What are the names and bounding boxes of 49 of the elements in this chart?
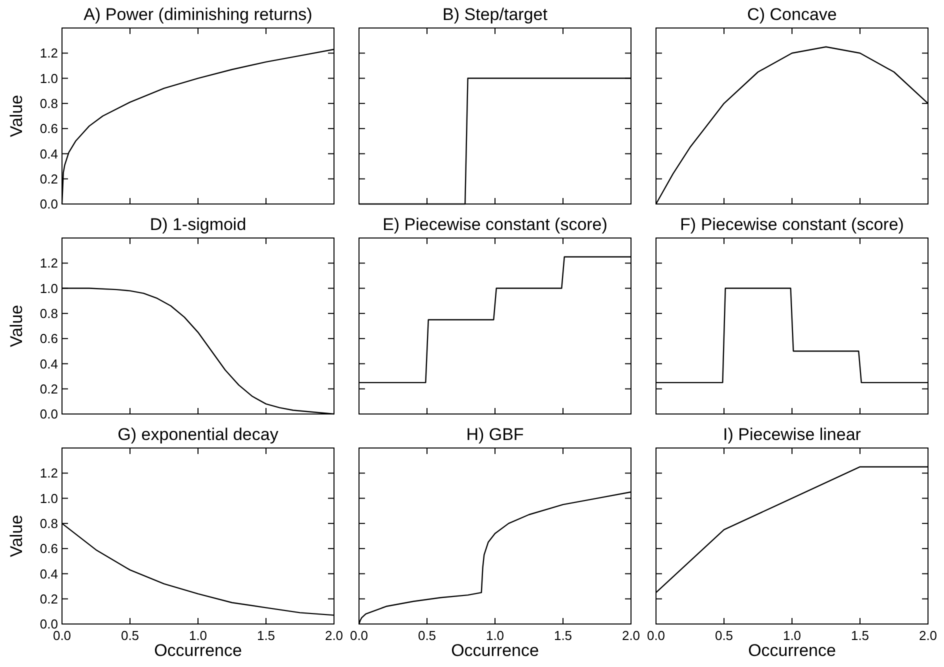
y-tick-label: 0.0 (40, 406, 58, 422)
y-tick-label: 0.8 (40, 516, 58, 531)
chart-title: D) 1-sigmoid (150, 215, 246, 234)
y-tick-label: 1.0 (40, 280, 58, 296)
y-tick-label: 0.4 (40, 146, 58, 162)
x-tick-label: 0.5 (714, 628, 734, 643)
x-tick-label: 0.5 (418, 628, 436, 643)
x-tick-label: 2.0 (324, 628, 344, 643)
y-tick-label: 0.2 (40, 591, 58, 606)
y-tick-label: 1.0 (40, 70, 58, 86)
x-tick-label: 2.0 (918, 628, 938, 643)
y-tick-label: 1.0 (40, 490, 58, 506)
x-tick-label: 1.0 (782, 628, 802, 643)
y-tick-label: 0.8 (40, 96, 58, 111)
y-axis-title: Value (7, 514, 26, 558)
chart-title: I) Piecewise linear (723, 425, 862, 444)
chart-title: G) exponential decay (118, 425, 279, 444)
x-tick-label: 1.5 (256, 628, 276, 643)
y-tick-label: 0.6 (40, 331, 58, 346)
x-axis-title: Occurrence (451, 641, 539, 660)
y-tick-label: 1.2 (40, 46, 58, 61)
x-tick-label: 0.0 (350, 628, 368, 643)
y-tick-label: 0.8 (40, 306, 58, 321)
x-axis-title: Occurrence (154, 641, 242, 660)
chart-title: C) Concave (747, 5, 837, 24)
y-tick-label: 0.4 (40, 356, 58, 372)
y-axis-title: Value (7, 304, 26, 348)
y-tick-label: 0.6 (40, 121, 58, 136)
y-tick-label: 1.2 (40, 466, 58, 481)
x-axis-title: Occurrence (748, 641, 836, 660)
chart-title: A) Power (diminishing returns) (84, 5, 312, 24)
chart-title: B) Step/target (442, 5, 548, 24)
x-tick-label: 1.0 (188, 628, 208, 643)
chart-title: H) GBF (466, 425, 524, 444)
y-tick-label: 0.2 (40, 381, 58, 396)
y-tick-label: 0.4 (40, 566, 58, 582)
y-tick-label: 0.6 (40, 541, 58, 556)
x-tick-label: 1.0 (486, 628, 504, 643)
x-tick-label: 2.0 (622, 628, 640, 643)
x-tick-label: 0.0 (646, 628, 666, 643)
y-axis-title: Value (7, 94, 26, 138)
x-tick-label: 1.5 (850, 628, 870, 643)
chart-title: E) Piecewise constant (score) (382, 215, 608, 234)
y-tick-label: 0.2 (40, 171, 58, 186)
x-tick-label: 0.5 (120, 628, 140, 643)
chart-title: F) Piecewise constant (score) (680, 215, 904, 234)
y-tick-label: 1.2 (40, 256, 58, 271)
y-tick-label: 0.0 (40, 196, 58, 212)
x-tick-label: 1.5 (554, 628, 572, 643)
